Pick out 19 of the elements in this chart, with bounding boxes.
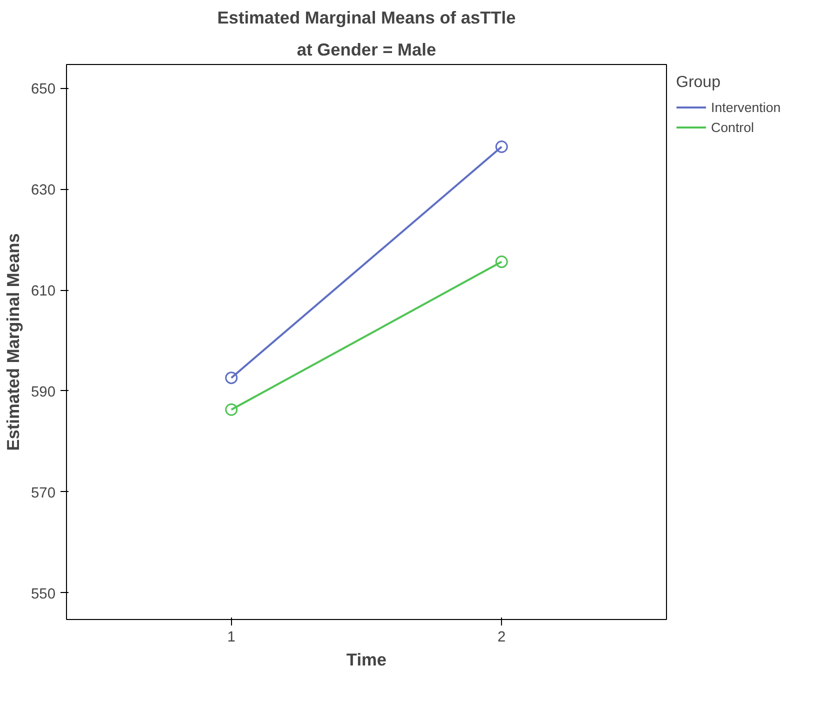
y-axis-title: Estimated Marginal Means xyxy=(3,233,24,451)
point xyxy=(225,372,238,384)
y-tick-label: 630 xyxy=(31,182,56,199)
y-tick-label: 570 xyxy=(31,485,56,502)
x-tick-label: 1 xyxy=(227,630,236,646)
legend-label: Intervention xyxy=(711,100,782,114)
y-tick-label: 650 xyxy=(31,82,56,98)
point xyxy=(495,140,508,153)
legend-title: Group xyxy=(676,74,722,92)
chart-subtitle: at Gender = Male xyxy=(296,40,436,60)
point xyxy=(225,403,238,416)
legend-label: Control xyxy=(711,120,755,134)
chart-title: Estimated Marginal Means of asTTle xyxy=(217,8,516,28)
y-tick-label: 610 xyxy=(31,284,56,300)
y-tick-label: 550 xyxy=(31,586,56,602)
x-tick-label: 2 xyxy=(498,630,506,646)
point xyxy=(495,256,508,268)
y-tick-label: 590 xyxy=(31,384,56,400)
x-axis-title: Time xyxy=(346,650,387,670)
